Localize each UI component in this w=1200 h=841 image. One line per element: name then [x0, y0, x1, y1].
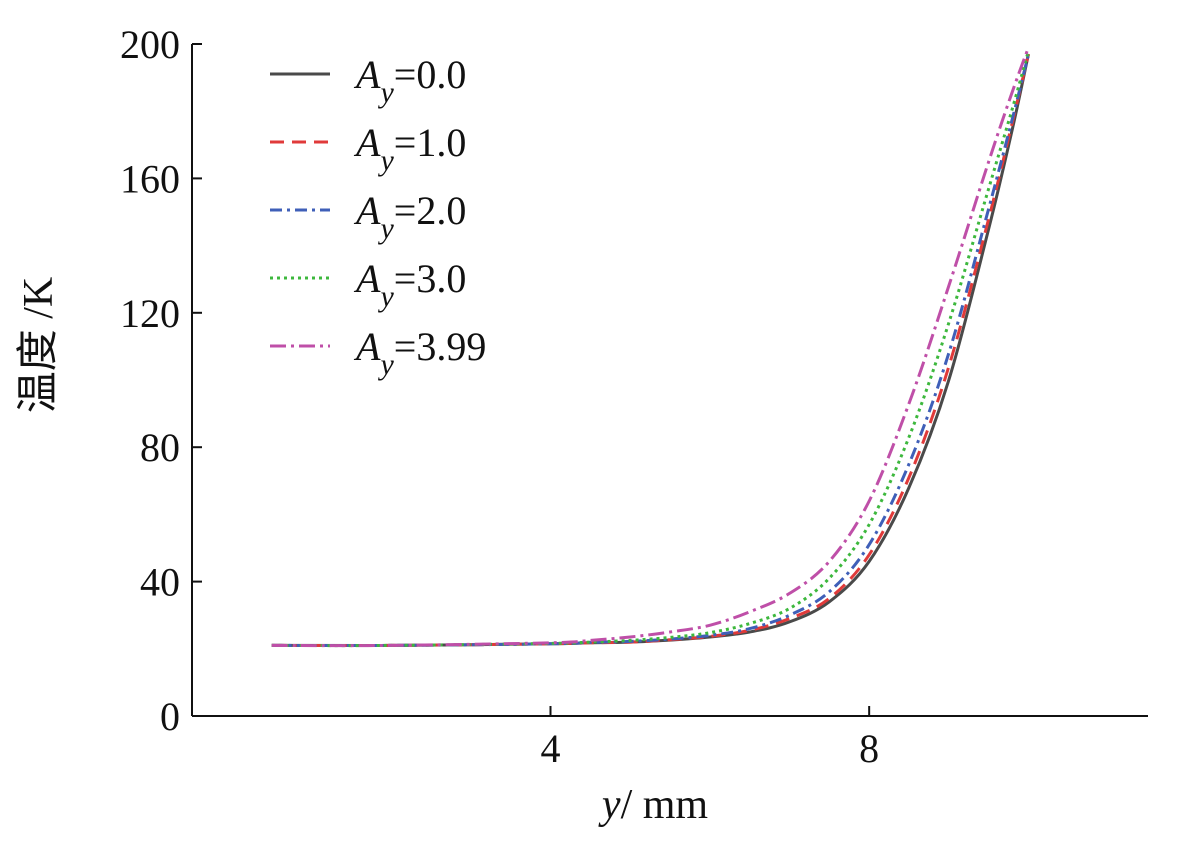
series-line-3: [271, 50, 1030, 648]
x-tick-label: 8: [859, 726, 879, 771]
x-tick-label: 4: [541, 726, 561, 771]
y-tick-label: 80: [140, 425, 180, 470]
x-axis-unit: / mm: [621, 782, 709, 828]
series-line-2: [271, 53, 1030, 648]
y-ticks: 0 40 80 120 160 200: [120, 22, 202, 739]
legend-label-1: Ay=1.0: [353, 120, 466, 177]
legend-label-2: Ay=2.0: [353, 188, 466, 245]
series-line-1: [271, 53, 1030, 648]
y-tick-label: 0: [160, 694, 180, 739]
series-line-4: [271, 46, 1030, 648]
legend-label-4: Ay=3.99: [353, 324, 486, 381]
axes: [191, 44, 1148, 717]
x-axis-label: y/ mm: [598, 782, 708, 828]
x-axis-variable: y: [598, 782, 621, 828]
legend: Ay=0.0 Ay=1.0 Ay=2.0 Ay=3.0 Ay=3.99: [270, 52, 486, 381]
legend-label-0: Ay=0.0: [353, 52, 466, 109]
y-tick-label: 120: [120, 291, 180, 336]
legend-label-3: Ay=3.0: [353, 256, 466, 313]
y-tick-label: 40: [140, 560, 180, 605]
series-lines: [271, 46, 1030, 648]
y-axis-label: 温度 /K: [16, 277, 62, 414]
y-tick-label: 160: [120, 156, 180, 201]
y-tick-label: 200: [120, 22, 180, 67]
